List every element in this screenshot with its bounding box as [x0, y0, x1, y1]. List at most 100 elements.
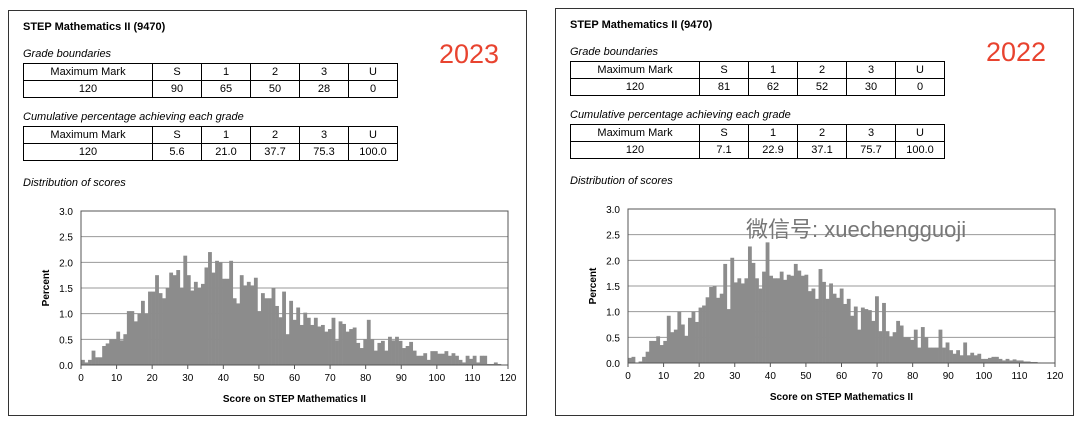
- histogram-bar: [388, 336, 392, 365]
- histogram-bar: [656, 336, 661, 363]
- histogram-bar: [303, 312, 308, 365]
- histogram-bar: [306, 317, 311, 365]
- x-tick-label: 70: [872, 371, 884, 382]
- histogram-bar: [317, 326, 322, 365]
- histogram-bar: [938, 329, 943, 363]
- cumulative-percentage-cell: 100.0: [895, 141, 945, 159]
- histogram-bar: [747, 246, 752, 363]
- histogram-bar: [1023, 361, 1028, 363]
- histogram-bar: [1016, 360, 1021, 363]
- histogram-bar: [391, 340, 396, 365]
- y-tick-label: 3.0: [59, 207, 73, 218]
- histogram-bar: [917, 347, 922, 363]
- histogram-bar: [875, 296, 879, 363]
- x-tick-label: 70: [325, 373, 337, 384]
- histogram-bar: [843, 303, 848, 363]
- histogram-bar: [945, 342, 950, 363]
- histogram-bar: [455, 355, 459, 365]
- grade-boundaries-cell: 120: [570, 78, 700, 96]
- histogram-bar: [836, 297, 841, 363]
- chart-title: STEP Mathematics II (9470): [570, 19, 713, 31]
- cumulative-percentage-row: 120 7.1 22.9 37.1 75.7 100.0: [570, 141, 945, 159]
- histogram-bar: [236, 303, 241, 365]
- histogram-bar: [889, 336, 893, 363]
- histogram-bar: [402, 348, 406, 365]
- histogram-bar: [822, 281, 826, 363]
- histogram-bar: [952, 353, 957, 363]
- histogram-bar: [800, 275, 805, 363]
- histogram-bar: [638, 361, 643, 363]
- histogram-bar: [296, 307, 301, 365]
- histogram-bar: [405, 346, 410, 365]
- histogram-bar: [398, 340, 403, 365]
- histogram-bar: [116, 331, 121, 365]
- histogram-bar: [1033, 361, 1038, 363]
- histogram-bar: [755, 278, 759, 363]
- x-tick-label: 110: [464, 373, 480, 384]
- histogram-bar: [871, 320, 876, 363]
- histogram-bar: [158, 293, 163, 365]
- histogram-bar: [906, 337, 911, 363]
- cumulative-percentage-cell: 75.3: [299, 143, 349, 161]
- histogram-bar: [324, 331, 329, 365]
- histogram-bar: [186, 275, 191, 365]
- cumulative-percentage-row: 120 5.6 21.0 37.7 75.3 100.0: [23, 143, 398, 161]
- x-tick-label: 110: [1011, 371, 1027, 382]
- histogram-bar: [260, 293, 265, 365]
- histogram-bar: [642, 356, 646, 363]
- y-tick-label: 0.5: [59, 335, 73, 346]
- histogram-bar: [246, 281, 251, 365]
- histogram-bar: [352, 327, 357, 365]
- histogram-bar: [359, 348, 364, 365]
- histogram-bar: [927, 347, 932, 363]
- x-tick-label: 80: [360, 373, 372, 384]
- histogram-bar: [465, 355, 470, 365]
- histogram-bar: [1019, 360, 1024, 363]
- histogram-bar: [920, 327, 925, 363]
- histogram-bar: [363, 339, 368, 365]
- histogram-bar: [183, 255, 188, 365]
- panel-2022: STEP Mathematics II (9470) 2022 Grade boun…: [555, 8, 1074, 416]
- histogram-bar: [342, 323, 346, 365]
- histogram-bar: [211, 272, 216, 365]
- cumulative-percentage-cell: 100.0: [348, 143, 398, 161]
- histogram-bar: [846, 298, 851, 363]
- grade-boundaries-caption: Grade boundaries: [570, 46, 659, 58]
- histogram-bar: [977, 353, 982, 363]
- histogram-bar: [1026, 361, 1031, 363]
- histogram-bar: [193, 281, 198, 365]
- histogram-bar: [380, 340, 385, 365]
- histogram-bar: [1012, 359, 1017, 363]
- histogram-bar: [91, 350, 96, 365]
- y-tick-label: 1.5: [606, 282, 620, 293]
- histogram-bar: [437, 353, 442, 365]
- histogram-bar: [751, 262, 756, 363]
- histogram-bar: [853, 306, 858, 363]
- histogram-bar: [885, 331, 890, 363]
- histogram-bar: [878, 331, 883, 363]
- histogram-bar: [275, 305, 279, 365]
- grade-boundaries-cell: 65: [201, 80, 251, 98]
- histogram-bar: [649, 340, 654, 363]
- x-tick-label: 0: [78, 373, 84, 384]
- histogram-bar: [783, 279, 788, 363]
- histogram-bar: [924, 337, 929, 363]
- histogram-bar: [896, 320, 901, 363]
- histogram-bar: [476, 362, 481, 365]
- histogram-bar: [680, 324, 685, 363]
- histogram-bar: [155, 275, 159, 365]
- histogram-bar: [776, 278, 781, 363]
- histogram-bar: [271, 288, 276, 365]
- histogram-bar: [257, 311, 262, 365]
- histogram-bar: [105, 343, 110, 365]
- grade-boundaries-row: 120 90 65 50 28 0: [23, 80, 398, 98]
- histogram-bar: [356, 342, 361, 365]
- histogram-bar: [931, 347, 936, 363]
- cumulative-percentage-cell: 120: [23, 143, 153, 161]
- histogram-bar: [829, 283, 833, 363]
- cumulative-percentage-cell: 22.9: [748, 141, 798, 159]
- histogram-bar: [716, 297, 721, 363]
- histogram-bar: [137, 313, 142, 365]
- grade-boundaries-cell: 50: [250, 80, 300, 98]
- histogram-bar: [130, 311, 135, 365]
